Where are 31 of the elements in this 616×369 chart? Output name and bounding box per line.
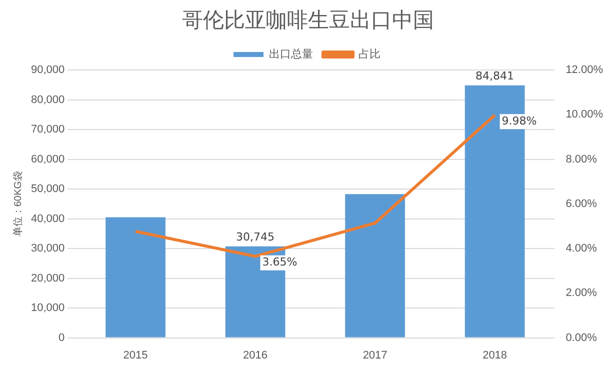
legend-label: 出口总量	[269, 48, 313, 61]
data-label: 9.98%	[502, 114, 537, 128]
y-tick-label: 10,000	[30, 302, 65, 314]
y2-tick-label: 10.00%	[566, 108, 604, 121]
y2-tick-label: 0.00%	[566, 332, 598, 344]
legend-label: 占比	[358, 48, 380, 61]
chart-title: 哥伦比亚咖啡生豆出口中国	[181, 7, 435, 34]
y2-tick-label: 12.00%	[566, 64, 604, 76]
y-tick-label: 70,000	[30, 124, 65, 136]
bar	[345, 194, 405, 338]
x-tick-label: 2018	[482, 349, 508, 362]
bar	[106, 217, 166, 338]
y2-tick-label: 4.00%	[566, 242, 598, 255]
y-tick-label: 50,000	[30, 183, 65, 196]
y-tick-label: 90,000	[30, 64, 65, 76]
y2-tick-label: 8.00%	[566, 153, 598, 166]
data-label: 30,745	[236, 230, 275, 244]
y-tick-label: 0	[58, 332, 65, 344]
y-tick-label: 40,000	[30, 212, 65, 225]
x-tick-label: 2016	[243, 349, 268, 362]
x-tick-label: 2015	[123, 349, 148, 362]
y-tick-label: 60,000	[30, 153, 65, 166]
y2-tick-label: 2.00%	[566, 287, 598, 300]
x-tick-label: 2017	[362, 349, 388, 362]
y-tick-label: 30,000	[30, 242, 65, 255]
y2-tick-label: 6.00%	[566, 198, 598, 210]
y-tick-label: 80,000	[30, 94, 65, 106]
data-label: 84,841	[476, 70, 514, 83]
y-axis-title: 单位：60KG袋	[12, 171, 24, 237]
data-label: 3.65%	[262, 256, 298, 269]
y-tick-label: 20,000	[30, 272, 65, 284]
